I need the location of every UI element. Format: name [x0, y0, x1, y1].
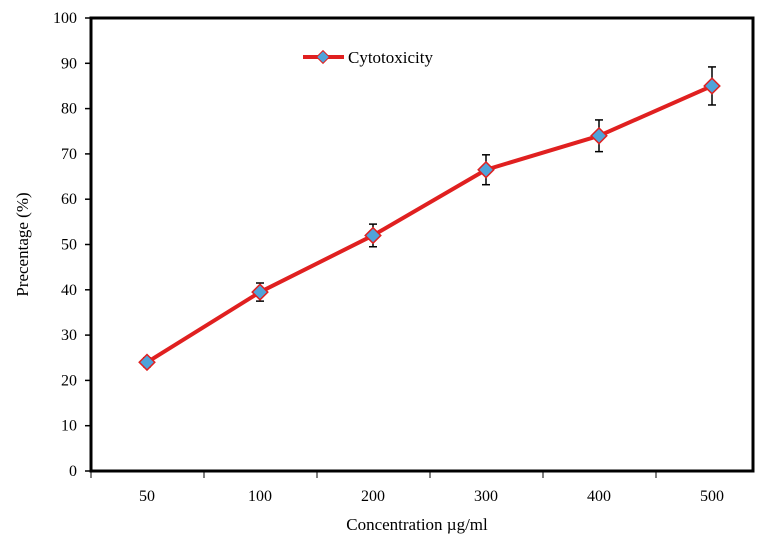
x-axis-title: Concentration µg/ml: [346, 515, 488, 534]
data-point-marker: [138, 353, 156, 372]
data-point-marker: [590, 126, 608, 145]
y-axis-title: Precentage (%): [13, 192, 32, 296]
y-tick-label: 90: [61, 55, 77, 72]
y-axis-ticks: 0 10 20 30 40 50 60 70 80 90 100: [53, 10, 91, 480]
y-tick-label: 70: [61, 146, 77, 163]
plot-frame: [89, 16, 755, 473]
y-tick-label: 100: [53, 10, 77, 27]
data-point-marker: [477, 160, 495, 179]
y-tick-label: 80: [61, 101, 77, 118]
data-point-marker: [703, 77, 721, 95]
y-tick-label: 10: [61, 418, 77, 435]
y-tick-label: 60: [61, 191, 77, 208]
legend-marker: [315, 49, 331, 65]
series-layer: [138, 66, 721, 372]
x-tick-label: 300: [474, 488, 498, 505]
x-tick-label: 100: [248, 488, 272, 505]
y-tick-label: 40: [61, 282, 77, 299]
y-tick-label: 0: [69, 463, 77, 480]
data-point-marker: [251, 283, 269, 301]
x-tick-label: 400: [587, 488, 611, 505]
x-tick-label: 200: [361, 488, 385, 505]
series-line: [145, 84, 713, 364]
x-tick-label: 50: [139, 488, 155, 505]
legend-label: Cytotoxicity: [348, 48, 434, 67]
y-tick-label: 20: [61, 372, 77, 389]
y-tick-label: 30: [61, 327, 77, 344]
x-tick-label: 500: [700, 488, 724, 505]
data-point-marker: [364, 226, 382, 245]
x-axis-ticks: 50 100 200 300 400 500: [90, 471, 724, 505]
y-tick-label: 50: [61, 237, 77, 254]
legend: Cytotoxicity: [303, 48, 434, 67]
